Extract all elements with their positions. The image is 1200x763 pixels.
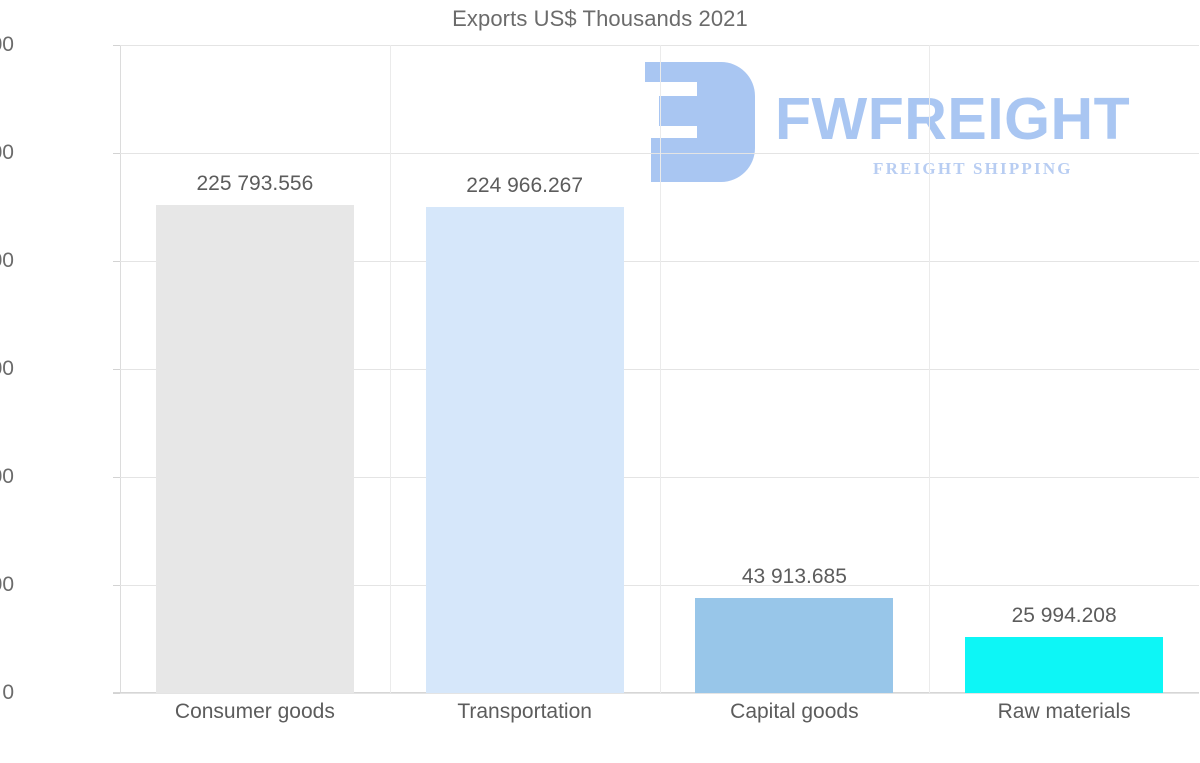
bar-capital-goods[interactable] — [695, 598, 894, 693]
y-axis-tick-label: 100 000 — [0, 465, 14, 488]
category-divider — [390, 45, 391, 693]
x-axis-category-label: Raw materials — [997, 700, 1131, 723]
y-axis-tick-label: 150 000 — [0, 357, 14, 380]
bar-transportation[interactable] — [425, 207, 624, 693]
y-axis-tick — [113, 153, 120, 154]
y-axis-tick — [113, 477, 120, 478]
x-axis-category-label: Transportation — [457, 700, 592, 723]
y-axis-tick-label: 250 000 — [0, 141, 14, 164]
category-divider — [660, 45, 661, 693]
bar-value-label: 225 793.556 — [196, 172, 314, 196]
bar-raw-materials[interactable] — [965, 636, 1164, 693]
x-axis-line — [113, 692, 1199, 693]
y-axis-tick — [113, 369, 120, 370]
bar-consumer-goods[interactable] — [155, 205, 354, 693]
gridline — [120, 693, 1199, 694]
y-axis-tick-label: 0 — [2, 681, 14, 704]
gridline — [120, 261, 1199, 262]
x-axis-category-label: Capital goods — [730, 700, 859, 723]
gridline — [120, 153, 1199, 154]
gridline — [120, 585, 1199, 586]
bar-value-label: 25 994.208 — [1011, 603, 1117, 627]
y-axis-tick — [113, 261, 120, 262]
gridline — [120, 45, 1199, 46]
y-axis-tick — [113, 693, 120, 694]
y-axis-tick — [113, 585, 120, 586]
y-axis-tick — [113, 45, 120, 46]
gridline — [120, 369, 1199, 370]
y-axis-tick-label: 300 000 — [0, 33, 14, 56]
x-axis-category-label: Consumer goods — [174, 700, 335, 723]
plot-area — [113, 45, 1199, 694]
y-axis-tick-label: 200 000 — [0, 249, 14, 272]
bar-value-label: 43 913.685 — [741, 565, 847, 589]
bar-value-label: 224 966.267 — [466, 174, 584, 198]
category-divider — [929, 45, 930, 693]
gridline — [120, 477, 1199, 478]
chart-title: Exports US$ Thousands 2021 — [452, 6, 748, 31]
y-axis-tick-label: 50 000 — [0, 573, 14, 596]
